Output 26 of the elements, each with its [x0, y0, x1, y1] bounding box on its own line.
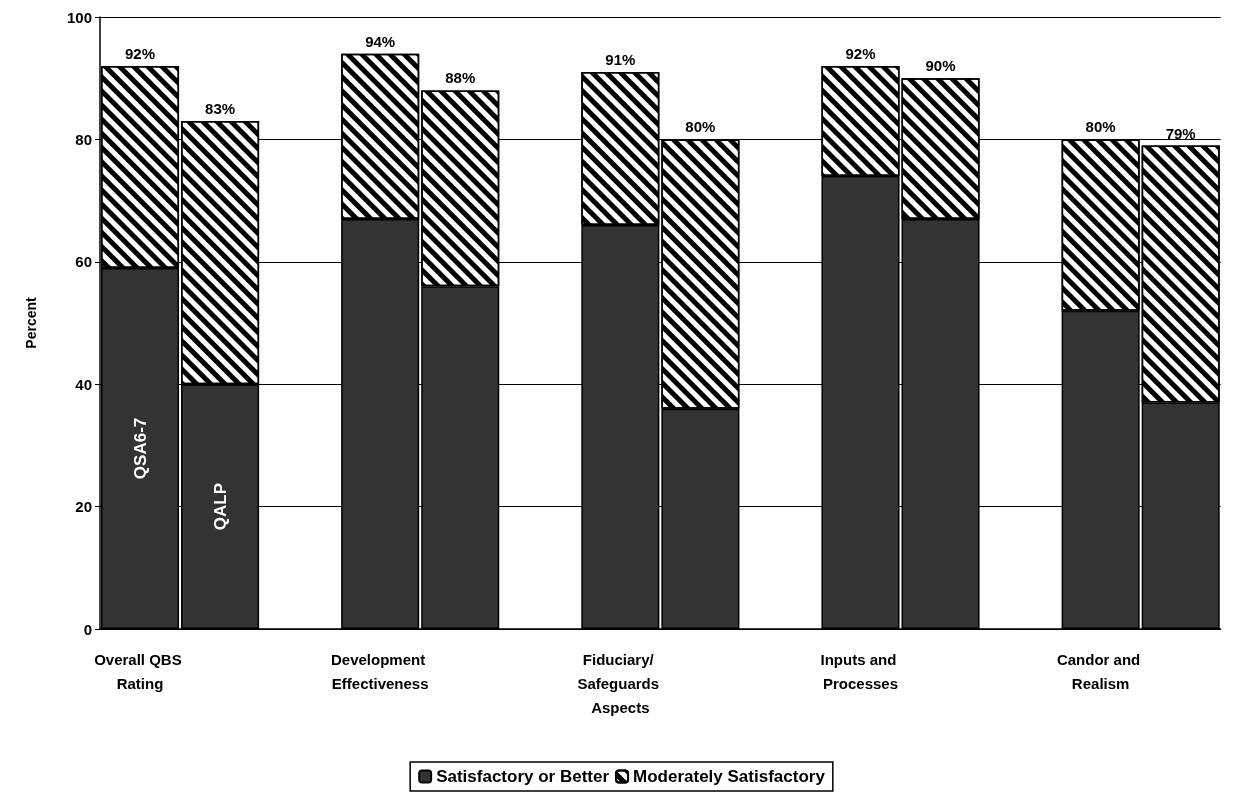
- legend-label: Moderately Satisfactory: [633, 767, 826, 786]
- y-tick-label: 20: [75, 498, 92, 516]
- y-tick-label: 80: [75, 130, 92, 148]
- total-label: 92%: [125, 44, 156, 62]
- x-tick-label: Inputs and Processes: [820, 650, 901, 692]
- y-tick-label: 100: [66, 8, 92, 26]
- x-tick-label: Development Effectiveness: [331, 650, 430, 692]
- total-label: 80%: [1085, 118, 1116, 136]
- annotation: QSA6-7: [130, 417, 150, 480]
- total-label: 92%: [845, 44, 876, 62]
- y-tick-label: 0: [83, 620, 92, 638]
- total-label: 79%: [1165, 124, 1196, 142]
- y-axis-title: Percent: [23, 296, 39, 349]
- total-label: 80%: [685, 118, 716, 136]
- y-tick-label: 40: [75, 375, 92, 393]
- x-tick-label: Candor and Realism: [1056, 650, 1145, 692]
- total-label: 94%: [365, 32, 396, 50]
- total-label: 90%: [925, 57, 956, 75]
- x-tick-label: Overall QBS Rating: [94, 650, 186, 692]
- y-tick-label: 60: [75, 253, 92, 271]
- total-label: 83%: [205, 100, 236, 118]
- legend-label: Satisfactory or Better: [436, 767, 610, 786]
- x-tick-label: Fiduciary/ Safeguards Aspects: [577, 650, 664, 716]
- total-label: 91%: [605, 51, 636, 69]
- annotation: QALP: [210, 482, 230, 531]
- total-label: 88%: [445, 69, 476, 87]
